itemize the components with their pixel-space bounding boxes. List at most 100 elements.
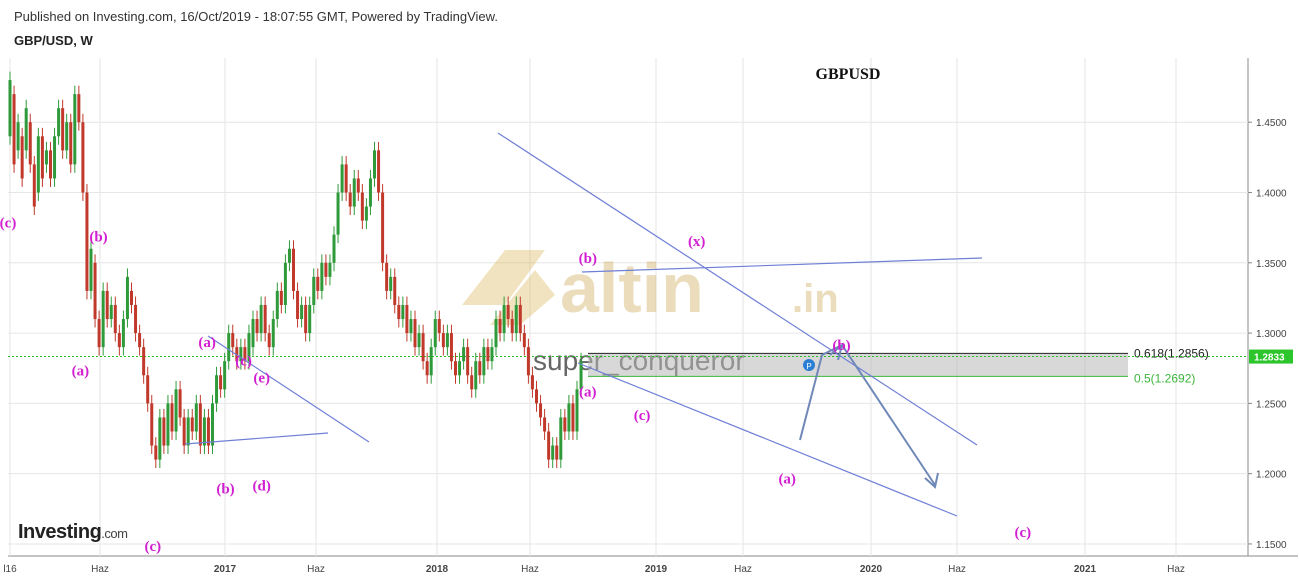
watermark-logo-shape — [490, 270, 555, 325]
y-tick-label: 1.1500 — [1256, 540, 1287, 551]
trendline — [577, 362, 958, 517]
candle-body — [377, 150, 381, 193]
current-price-badge — [1249, 349, 1293, 364]
candle — [571, 394, 575, 440]
candle — [296, 282, 300, 328]
candle — [377, 141, 381, 201]
candle — [559, 408, 563, 469]
candle-body — [182, 417, 186, 446]
candle — [385, 254, 389, 300]
candle — [368, 170, 372, 216]
trendline — [207, 335, 370, 443]
candle — [267, 324, 271, 356]
candle-body — [344, 164, 348, 193]
candle-body — [405, 304, 409, 334]
candle-body — [356, 178, 360, 193]
symbol-label: GBP/USD, W — [14, 33, 93, 48]
published-info: Published on Investing.com, 16/Oct/2019 … — [14, 9, 498, 24]
candle — [348, 184, 352, 216]
watermark: altin .in — [462, 249, 839, 327]
candle-body — [73, 94, 77, 165]
candle-body — [478, 361, 482, 376]
candle — [344, 155, 348, 201]
candle-body — [247, 333, 251, 362]
candle-body — [506, 304, 510, 320]
candle-body — [190, 417, 194, 432]
y-tick-label: 1.2000 — [1256, 470, 1287, 481]
candle — [474, 352, 478, 398]
candle-body — [101, 290, 105, 348]
candle — [101, 282, 105, 356]
y-tick-label: 1.3500 — [1256, 259, 1287, 270]
candle — [40, 127, 44, 187]
candle-body — [312, 276, 316, 305]
candle-body — [275, 290, 279, 320]
candle-body — [186, 417, 190, 446]
y-tick-label: 1.3000 — [1256, 329, 1287, 340]
wave-label: (a) — [579, 384, 597, 400]
wave-label: (c) — [144, 539, 161, 555]
candle — [150, 394, 154, 454]
candle — [397, 296, 401, 328]
candle — [401, 296, 405, 328]
candle — [130, 282, 133, 314]
candle-body — [105, 290, 109, 320]
y-tick-label: 1.4000 — [1256, 189, 1287, 200]
candle-body — [389, 276, 393, 291]
candle-body — [547, 431, 551, 460]
candle-body — [44, 150, 48, 165]
investing-logo: Investing.com — [18, 521, 128, 543]
candle — [134, 296, 138, 342]
candle — [543, 408, 547, 440]
x-tick-label: 2019 — [645, 564, 668, 575]
candle-body — [202, 417, 206, 446]
candle — [206, 408, 210, 454]
candle-body — [89, 248, 93, 291]
candle-body — [24, 108, 28, 151]
trendline — [184, 432, 329, 445]
candle-body — [417, 333, 421, 348]
candle-body — [433, 319, 437, 348]
candle — [231, 324, 235, 356]
candle-body — [373, 150, 376, 179]
candle — [417, 324, 421, 356]
candle — [154, 437, 158, 469]
pivot-marker — [803, 359, 815, 371]
candle — [65, 113, 69, 159]
pivot-marker-label: P — [806, 362, 811, 371]
candle — [535, 380, 538, 412]
candle — [57, 99, 61, 145]
wave-label: (c) — [634, 408, 651, 424]
wave-label: (c) — [235, 353, 252, 369]
candle — [555, 437, 559, 469]
candle — [470, 366, 474, 398]
x-tick-label: Haz — [91, 564, 109, 575]
current-price-label: 1.2833 — [1254, 353, 1285, 364]
candle — [69, 113, 73, 173]
candle-body — [259, 304, 263, 334]
candle-body — [348, 192, 352, 207]
candle-body — [69, 122, 73, 165]
candle-body — [441, 333, 445, 348]
candle-body — [510, 319, 514, 334]
candle-body — [539, 403, 543, 418]
candle — [125, 268, 129, 328]
candle — [28, 113, 32, 173]
candle — [219, 366, 223, 398]
candle-body — [40, 136, 44, 179]
candle-body — [223, 361, 227, 390]
candle — [81, 113, 85, 201]
watermark-logo-shape — [462, 250, 545, 305]
candle-body — [336, 192, 340, 235]
candle — [405, 296, 409, 342]
candle-body — [368, 178, 372, 207]
fib-label-50: 0.5(1.2692) — [1134, 371, 1195, 385]
candle-body — [526, 347, 530, 376]
candle-body — [267, 333, 271, 348]
candle — [413, 310, 417, 356]
candle — [454, 352, 457, 384]
candle — [259, 296, 263, 342]
candle — [478, 352, 482, 384]
wave-label: (e) — [253, 370, 270, 386]
